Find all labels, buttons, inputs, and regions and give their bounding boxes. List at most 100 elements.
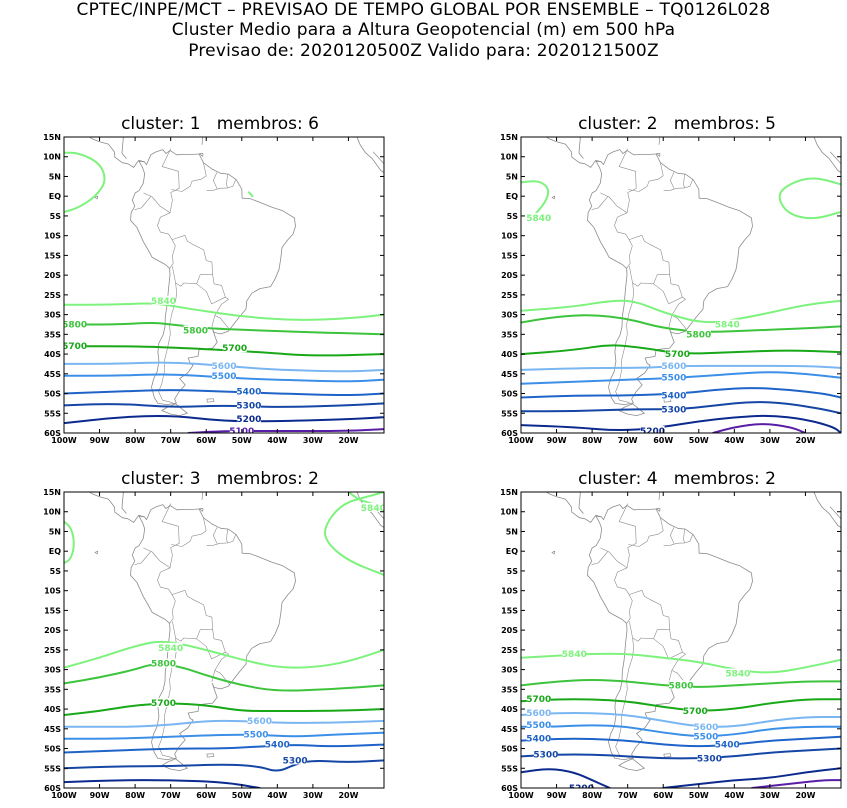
coastline-tierra-del-fuego <box>162 759 188 771</box>
x-tick-label: 40W <box>724 436 744 445</box>
y-tick-label: EQ <box>506 547 518 556</box>
contour-label-5700: 5700 <box>222 344 247 354</box>
contour-label-5700: 5700 <box>62 342 87 352</box>
x-tick-label: 20W <box>338 436 358 445</box>
x-tick-label: 70W <box>161 436 181 445</box>
country-border <box>592 552 608 565</box>
y-tick-label: 20S <box>501 271 518 280</box>
country-border <box>684 529 685 543</box>
contour-5400 <box>521 737 841 746</box>
contour-label-5500: 5500 <box>243 731 268 741</box>
country-border <box>672 297 687 329</box>
y-tick-label: 5N <box>506 527 518 536</box>
contour-label-5840: 5840 <box>151 297 176 307</box>
contour-5100 <box>713 424 805 433</box>
contour-layer: 5840584058005700570056005600550055005400… <box>521 649 841 794</box>
x-tick-label: 90W <box>90 436 110 445</box>
contour-label-5500: 5500 <box>526 721 551 731</box>
x-tick-label: 40W <box>267 436 287 445</box>
y-tick-label: 35S <box>44 685 61 694</box>
x-tick-label: 50W <box>689 791 709 800</box>
contour-label-5700: 5700 <box>683 707 708 717</box>
country-border <box>654 629 683 659</box>
country-border <box>672 652 687 684</box>
plot-frame <box>521 492 841 788</box>
panel-title: cluster: 1 membros: 6 <box>30 113 410 135</box>
y-tick-label: 5S <box>50 212 62 221</box>
country-border <box>171 518 206 547</box>
y-tick-label: 5S <box>507 212 519 221</box>
y-tick-label: 55S <box>44 764 61 773</box>
map-layer <box>64 461 384 771</box>
y-tick-label: EQ <box>506 192 518 201</box>
y-tick-label: 45S <box>501 370 518 379</box>
panel-cluster-1: cluster: 1 membros: 6 5840 5800 5800 5700 57… <box>30 113 410 453</box>
contour-label-5800: 5800 <box>183 326 208 336</box>
y-tick-label: 5S <box>507 567 519 576</box>
country-border <box>212 315 215 326</box>
country-border <box>158 213 176 269</box>
y-tick-label: 40S <box>501 705 518 714</box>
contour-svg: 58405840580057005600550054005300520015N1… <box>487 137 847 453</box>
y-tick-label: 10N <box>43 508 61 517</box>
y-tick-label: 15N <box>500 488 518 497</box>
contour-5200 <box>521 769 610 788</box>
header-line-2: Cluster Medio para a Altura Geopotencial… <box>0 20 847 40</box>
contour-5100 <box>188 429 384 433</box>
y-tick-label: 15S <box>44 606 61 615</box>
contour-label-5400: 5400 <box>236 388 261 398</box>
panel-title: cluster: 4 membros: 2 <box>487 468 847 490</box>
contour-label-5300: 5300 <box>661 405 686 415</box>
contour-label-5400: 5400 <box>661 392 686 402</box>
y-tick-label: 15N <box>43 133 61 142</box>
contour-5300 <box>64 403 384 406</box>
contour-5840 <box>64 153 105 212</box>
coastline-africa <box>357 138 384 173</box>
contour-label-5800: 5800 <box>686 330 711 340</box>
country-border <box>172 235 213 286</box>
country-border <box>135 552 151 565</box>
contour-label-5700: 5700 <box>526 695 551 705</box>
x-tick-label: 100W <box>508 791 534 800</box>
x-tick-label: 60W <box>196 436 216 445</box>
contour-label-5600: 5600 <box>247 717 272 727</box>
x-tick-label: 90W <box>90 791 110 800</box>
contour-5200 <box>521 416 841 433</box>
contour-label-5800: 5800 <box>62 320 87 330</box>
coastline-tierra-del-fuego <box>619 759 645 771</box>
contour-5840 <box>521 301 841 322</box>
y-tick-label: 30S <box>501 666 518 675</box>
contour-5840 <box>249 192 253 196</box>
contour-5300 <box>521 749 841 759</box>
panel-title: cluster: 3 membros: 2 <box>30 468 410 490</box>
y-tick-label: 30S <box>44 666 61 675</box>
panel-title: cluster: 2 membros: 5 <box>487 113 847 135</box>
country-border <box>213 528 217 544</box>
x-tick-label: 80W <box>582 791 602 800</box>
contour-label-5840: 5840 <box>725 670 750 680</box>
y-tick-label: 10S <box>44 587 61 596</box>
y-tick-label: EQ <box>49 192 61 201</box>
y-tick-label: 10S <box>501 587 518 596</box>
country-border <box>171 163 206 192</box>
x-tick-label: 50W <box>232 436 252 445</box>
x-tick-label: 30W <box>760 791 780 800</box>
island <box>552 551 555 554</box>
island <box>552 196 555 199</box>
country-border <box>669 670 672 681</box>
x-tick-label: 40W <box>267 791 287 800</box>
y-tick-label: 15S <box>44 251 61 260</box>
contour-label-5500: 5500 <box>661 374 686 384</box>
y-tick-label: 55S <box>501 409 518 418</box>
header-line-1: CPTEC/INPE/MCT – PREVISAO DE TEMPO GLOBA… <box>0 0 847 20</box>
country-border <box>213 173 217 189</box>
island <box>207 399 214 403</box>
contour-label-5700: 5700 <box>665 350 690 360</box>
y-tick-label: 25S <box>44 646 61 655</box>
y-tick-label: 5N <box>49 172 61 181</box>
contour-5600 <box>64 721 384 727</box>
x-tick-label: 40W <box>724 791 744 800</box>
